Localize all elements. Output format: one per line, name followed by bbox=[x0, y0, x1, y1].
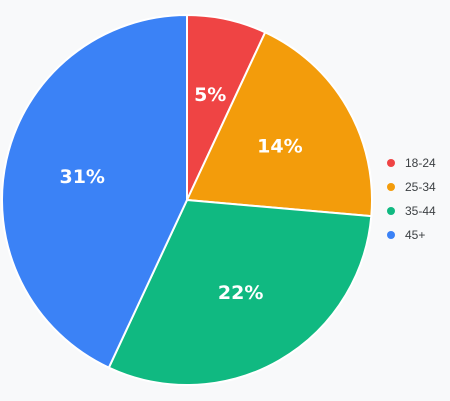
legend-label-35-44: 35-44 bbox=[405, 204, 436, 218]
legend: 18-24 25-34 35-44 45+ bbox=[387, 156, 436, 242]
pie-slices bbox=[1, 13, 373, 386]
pie-slice-35-44 bbox=[107, 198, 373, 386]
legend-swatch-18-24 bbox=[387, 159, 395, 167]
legend-label-18-24: 18-24 bbox=[405, 156, 436, 170]
slice-value-label-18-24: 5% bbox=[194, 84, 226, 106]
legend-label-45+: 45+ bbox=[405, 228, 425, 242]
legend-label-25-34: 25-34 bbox=[405, 180, 436, 194]
legend-swatch-25-34 bbox=[387, 183, 395, 191]
slice-value-label-35-44: 22% bbox=[218, 282, 263, 304]
legend-swatch-45+ bbox=[387, 231, 395, 239]
slice-value-label-25-34: 14% bbox=[257, 135, 302, 157]
pie-slice-25-34 bbox=[185, 31, 373, 218]
pie-slice-labels: 5% 14% 22% 31% bbox=[59, 84, 302, 304]
pie-slice-45+ bbox=[1, 13, 188, 370]
legend-swatch-35-44 bbox=[387, 207, 395, 215]
slice-value-label-45+: 31% bbox=[59, 166, 104, 188]
